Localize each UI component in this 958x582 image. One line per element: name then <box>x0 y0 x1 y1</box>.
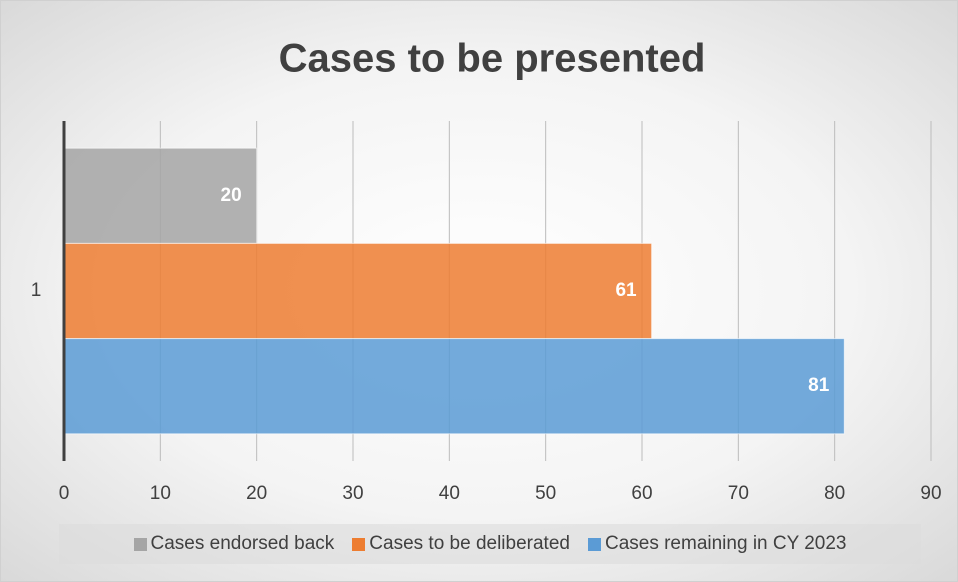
legend: Cases endorsed back Cases to be deliberat… <box>59 524 921 564</box>
x-tick-label: 30 <box>342 483 363 504</box>
x-tick-label: 60 <box>631 483 652 504</box>
data-label: 81 <box>808 375 830 396</box>
chart-title: Cases to be presented <box>279 37 706 81</box>
legend-swatch <box>133 537 147 551</box>
legend-item: Cases endorsed back <box>133 533 335 555</box>
x-tick-label: 10 <box>150 483 171 504</box>
data-label: 61 <box>615 280 637 301</box>
x-tick-label: 50 <box>535 483 556 504</box>
data-label: 20 <box>221 185 242 206</box>
x-tick-label: 40 <box>439 483 460 504</box>
x-tick-label: 90 <box>920 483 941 504</box>
legend-item: Cases to be deliberated <box>352 533 570 555</box>
y-tick-label: 1 <box>31 280 42 301</box>
x-tick-label: 20 <box>246 483 267 504</box>
bar <box>63 147 258 244</box>
x-tick-label: 0 <box>59 483 70 504</box>
bar <box>63 242 653 340</box>
legend-label: Cases remaining in CY 2023 <box>604 533 847 554</box>
legend-label: Cases to be deliberated <box>369 533 570 554</box>
legend-label: Cases endorsed back <box>150 533 335 554</box>
x-tick-label: 70 <box>728 483 749 504</box>
legend-swatch <box>352 537 366 551</box>
bar <box>63 338 845 435</box>
legend-swatch <box>587 537 601 551</box>
x-tick-label: 80 <box>824 483 845 504</box>
legend-item: Cases remaining in CY 2023 <box>587 533 847 555</box>
